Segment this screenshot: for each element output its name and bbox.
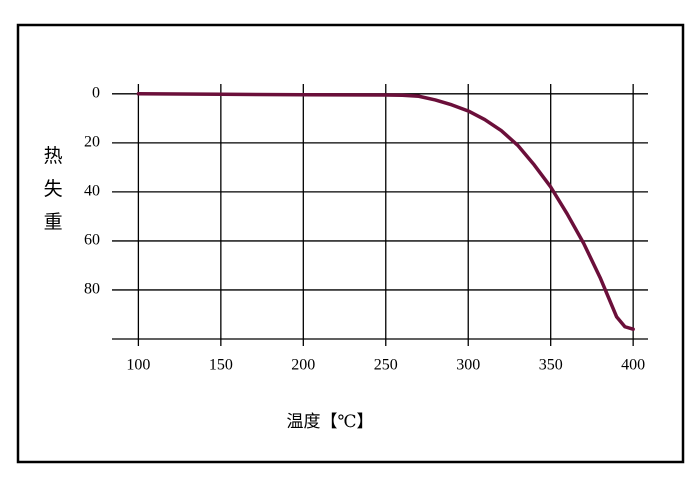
x-tick-label: 400 bbox=[621, 357, 645, 374]
x-tick-label: 300 bbox=[456, 357, 480, 374]
y-axis-label: 热失重 bbox=[41, 145, 63, 244]
x-tick-label: 350 bbox=[539, 357, 563, 374]
x-axis-label: 温度【℃】 bbox=[286, 412, 373, 431]
y-tick-label: 80 bbox=[84, 281, 100, 298]
x-tick-label: 100 bbox=[126, 357, 150, 374]
frame bbox=[16, 23, 685, 464]
x-tick-label: 150 bbox=[209, 357, 233, 374]
y-tick-label: 40 bbox=[84, 183, 100, 200]
data-line bbox=[136, 92, 635, 331]
x-tick-label: 250 bbox=[374, 357, 398, 374]
x-tick-label: 200 bbox=[291, 357, 315, 374]
y-tick-label: 20 bbox=[84, 134, 100, 151]
y-tick-label: 0 bbox=[92, 84, 100, 101]
y-tick-label: 60 bbox=[84, 232, 100, 249]
